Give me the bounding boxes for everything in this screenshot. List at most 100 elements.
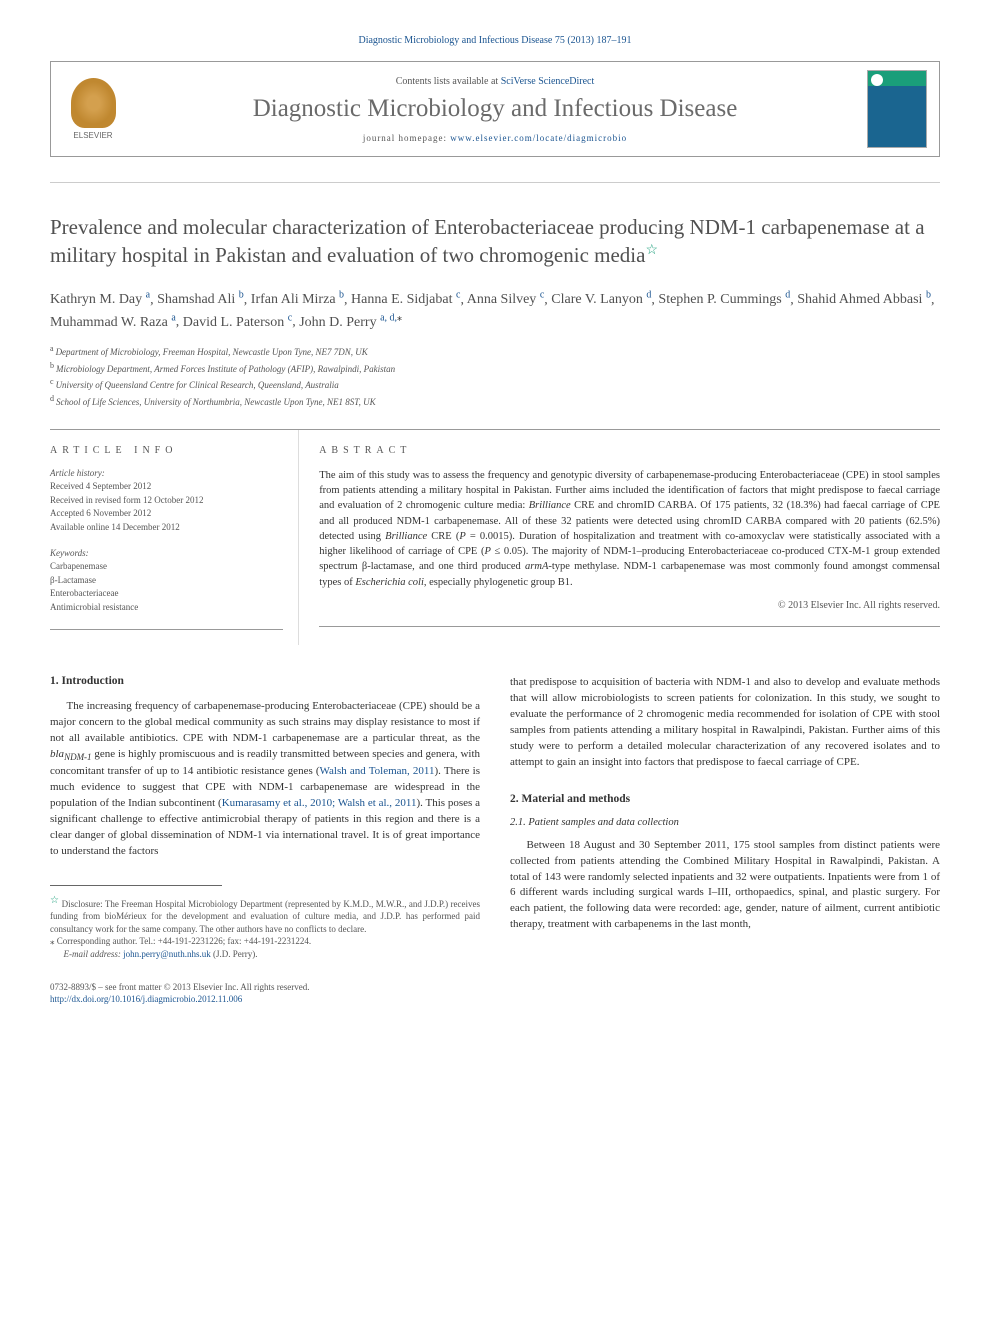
abstract-segment: armA	[525, 561, 548, 572]
formatted-text: NDM-1	[64, 752, 92, 762]
intro-paragraph-1: The increasing frequency of carbapenemas…	[50, 699, 480, 860]
copyright-text: © 2013 Elsevier Inc. All rights reserved…	[319, 600, 940, 611]
history-line: Accepted 6 November 2012	[50, 507, 283, 521]
email-suffix: (J.D. Perry).	[211, 949, 258, 959]
methods-paragraph-1: Between 18 August and 30 September 2011,…	[510, 838, 940, 934]
abstract-segment: Brilliance	[529, 500, 571, 511]
author: Hanna E. Sidjabat c	[351, 292, 460, 307]
author: Muhammad W. Raza a	[50, 315, 176, 330]
author: Shamshad Ali b	[157, 292, 244, 307]
author-affiliation-sup: b	[339, 290, 344, 301]
email-footnote: E-mail address: john.perry@nuth.nhs.uk (…	[50, 948, 480, 961]
email-label: E-mail address:	[64, 949, 124, 959]
corr-text: Corresponding author. Tel.: +44-191-2231…	[55, 936, 312, 946]
doi-link[interactable]: http://dx.doi.org/10.1016/j.diagmicrobio…	[50, 994, 242, 1004]
author: John D. Perry a, d,⁎	[299, 315, 402, 330]
affiliation: a Department of Microbiology, Freeman Ho…	[50, 343, 940, 360]
journal-header-box: ELSEVIER Contents lists available at Sci…	[50, 61, 940, 157]
abstract-end-divider	[319, 626, 940, 627]
footer-right	[510, 981, 940, 1006]
author: David L. Paterson c	[183, 315, 292, 330]
intro-heading: 1. Introduction	[50, 675, 480, 687]
affiliation: c University of Queensland Centre for Cl…	[50, 376, 940, 393]
methods-subheading: 2.1. Patient samples and data collection	[510, 817, 940, 828]
footer-left: 0732-8893/$ – see front matter © 2013 El…	[50, 981, 480, 1006]
homepage-prefix: journal homepage:	[363, 133, 450, 143]
info-end-divider	[50, 629, 283, 630]
article-title: Prevalence and molecular characterizatio…	[50, 213, 940, 270]
history-label: Article history:	[50, 468, 283, 478]
affiliations-list: a Department of Microbiology, Freeman Ho…	[50, 343, 940, 409]
author: Kathryn M. Day a	[50, 292, 150, 307]
author-affiliation-sup: c	[540, 290, 544, 301]
keyword: Antimicrobial resistance	[50, 601, 283, 615]
journal-citation-link[interactable]: Diagnostic Microbiology and Infectious D…	[358, 35, 631, 46]
abstract-segment: Brilliance	[385, 531, 427, 542]
author-affiliation-sup: d	[646, 290, 651, 301]
corresponding-author-footnote: ⁎ Corresponding author. Tel.: +44-191-22…	[50, 935, 480, 948]
author-affiliation-sup: a, d,	[380, 312, 397, 323]
author-affiliation-sup: b	[239, 290, 244, 301]
author-affiliation-sup: a	[146, 290, 150, 301]
abstract-text: The aim of this study was to assess the …	[319, 468, 940, 590]
abstract-segment: Escherichia coli	[355, 577, 424, 588]
header-divider	[50, 182, 940, 183]
elsevier-tree-icon	[71, 78, 116, 128]
author-affiliation-sup: b	[926, 290, 931, 301]
history-line: Received in revised form 12 October 2012	[50, 494, 283, 508]
keywords-text: Carbapenemaseβ-LactamaseEnterobacteriace…	[50, 560, 283, 614]
author-affiliation-sup: c	[288, 312, 292, 323]
body-columns: 1. Introduction The increasing frequency…	[50, 675, 940, 961]
disclosure-star: ☆	[50, 895, 59, 906]
corresponding-star-icon: ⁎	[397, 312, 402, 323]
page-footer: 0732-8893/$ – see front matter © 2013 El…	[50, 981, 940, 1006]
citation-link[interactable]: Walsh and Toleman, 2011	[320, 765, 435, 777]
body-column-right: that predispose to acquisition of bacter…	[510, 675, 940, 961]
keyword: Enterobacteriaceae	[50, 587, 283, 601]
methods-heading: 2. Material and methods	[510, 793, 940, 805]
disclosure-text: Disclosure: The Freeman Hospital Microbi…	[50, 899, 480, 934]
author-affiliation-sup: d	[785, 290, 790, 301]
keywords-block: Keywords: Carbapenemaseβ-LactamaseEntero…	[50, 548, 283, 614]
journal-cover-thumbnail	[867, 70, 927, 148]
keyword: Carbapenemase	[50, 560, 283, 574]
author-affiliation-sup: a	[171, 312, 175, 323]
author: Irfan Ali Mirza b	[251, 292, 344, 307]
contents-lists-text: Contents lists available at SciVerse Sci…	[138, 76, 852, 87]
abstract-segment: , especially phylogenetic group B1.	[424, 577, 573, 588]
disclosure-star-icon: ☆	[645, 243, 658, 258]
doi-text: http://dx.doi.org/10.1016/j.diagmicrobio…	[50, 993, 480, 1006]
history-line: Received 4 September 2012	[50, 480, 283, 494]
article-info-heading: ARTICLE INFO	[50, 445, 283, 456]
abstract-segment: CRE (	[427, 531, 459, 542]
citation-link[interactable]: Kumarasamy et al., 2010; Walsh et al., 2…	[222, 797, 417, 809]
issn-text: 0732-8893/$ – see front matter © 2013 El…	[50, 981, 480, 994]
keyword: β-Lactamase	[50, 574, 283, 588]
contents-prefix: Contents lists available at	[396, 76, 501, 87]
keywords-label: Keywords:	[50, 548, 283, 558]
author: Clare V. Lanyon d	[551, 292, 651, 307]
author: Shahid Ahmed Abbasi b	[797, 292, 931, 307]
abstract-heading: ABSTRACT	[319, 445, 940, 456]
intro-paragraph-1-cont: that predispose to acquisition of bacter…	[510, 675, 940, 771]
disclosure-footnote: ☆ Disclosure: The Freeman Hospital Micro…	[50, 894, 480, 936]
history-line: Available online 14 December 2012	[50, 521, 283, 535]
history-text: Received 4 September 2012Received in rev…	[50, 480, 283, 534]
header-center: Contents lists available at SciVerse Sci…	[123, 76, 867, 143]
sciencedirect-link[interactable]: SciVerse ScienceDirect	[501, 76, 595, 87]
author: Anna Silvey c	[467, 292, 545, 307]
title-text: Prevalence and molecular characterizatio…	[50, 215, 925, 267]
homepage-link[interactable]: www.elsevier.com/locate/diagmicrobio	[450, 133, 627, 143]
email-link[interactable]: john.perry@nuth.nhs.uk	[123, 949, 211, 959]
affiliation: b Microbiology Department, Armed Forces …	[50, 360, 940, 377]
info-abstract-row: ARTICLE INFO Article history: Received 4…	[50, 429, 940, 645]
abstract-column: ABSTRACT The aim of this study was to as…	[299, 430, 940, 645]
journal-citation-header: Diagnostic Microbiology and Infectious D…	[50, 35, 940, 46]
elsevier-logo: ELSEVIER	[63, 78, 123, 140]
footnote-divider	[50, 885, 222, 886]
elsevier-label: ELSEVIER	[73, 131, 112, 140]
affiliation: d School of Life Sciences, University of…	[50, 393, 940, 410]
author-affiliation-sup: c	[456, 290, 460, 301]
article-history-block: Article history: Received 4 September 20…	[50, 468, 283, 534]
article-info-column: ARTICLE INFO Article history: Received 4…	[50, 430, 299, 645]
